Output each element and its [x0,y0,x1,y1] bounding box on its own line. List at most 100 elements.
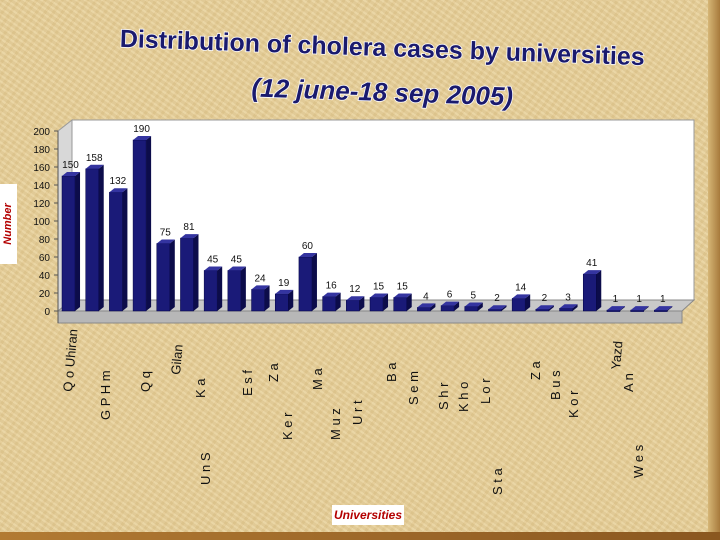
bar-top [370,293,389,298]
y-tick-label: 200 [33,127,50,138]
x-tick-label: G P H m [98,370,113,420]
bar-side [311,253,317,311]
bar-side [643,306,649,311]
data-label: 132 [110,176,127,187]
bar-top [488,305,507,310]
bar-top [298,253,317,257]
bar [85,168,99,312]
data-label: 45 [207,255,219,266]
x-tick-label: Z a [266,362,281,382]
bar-side [619,306,625,311]
data-label: 4 [423,291,429,302]
bar [203,270,218,312]
plot-back-wall [71,119,695,301]
bar-side [383,293,389,311]
y-tick-label: 160 [33,163,50,174]
data-label: 2 [542,293,548,304]
data-label: 158 [86,153,103,164]
data-label: 12 [349,284,361,295]
x-tick-label: S e m [406,371,421,405]
y-axis-label: Number [0,184,17,264]
bar [654,309,668,312]
bar [132,139,147,312]
bar [346,299,360,312]
data-label: 45 [231,255,243,266]
slide-edge-right [708,0,720,540]
x-tick-label: B a [384,362,399,382]
bar-side [98,164,104,311]
x-tick-label: U r t [350,400,365,425]
data-label: 1 [636,294,642,305]
bar-top [654,306,673,311]
bar-top [535,305,554,310]
slide-edge-bottom [0,532,720,540]
bar [251,289,265,312]
bar [417,307,431,312]
data-label: 5 [471,291,477,302]
bar [227,270,242,312]
bar-side [525,294,531,311]
bar [369,297,384,312]
y-tick-label: 80 [39,235,51,246]
data-label: 15 [397,282,409,293]
x-tick-label: K o r [566,390,581,418]
bar [298,256,313,312]
bar-side [122,188,128,311]
y-tick-label: 60 [39,253,51,264]
data-label: 15 [373,282,385,293]
x-tick-label: A n [621,373,636,392]
bar-side [193,234,199,311]
x-tick-label: Yazd [608,340,625,370]
data-label: 60 [302,241,314,252]
x-tick-label: E s f [240,370,255,396]
data-label: 81 [183,222,195,233]
bar-top [109,188,128,193]
x-tick-label: M a [310,368,325,390]
data-label: 2 [494,293,500,304]
bar-side [335,292,341,311]
y-tick-label: 140 [33,181,50,192]
bar [61,175,76,312]
bar-side [501,305,507,311]
bar-top [227,266,246,271]
bar [440,305,455,312]
bar-side [169,239,175,311]
data-label: 3 [565,292,571,303]
y-tick-label: 40 [39,271,51,282]
bar [464,306,479,312]
bar [180,237,194,312]
bar-top [251,285,270,290]
data-label: 14 [515,282,527,293]
bar-top [630,306,649,311]
x-tick-label: K e r [280,412,295,440]
bar-top [393,293,412,298]
data-label: 24 [254,273,266,284]
x-tick-label: S h r [436,382,451,410]
bar-side [454,301,460,311]
x-tick-label: U n S [198,452,213,485]
bar-top [275,289,294,294]
bar-top [204,266,223,271]
bar-side [548,305,554,311]
data-label: 16 [326,281,338,292]
bar-top [156,239,175,244]
bar-top [464,302,483,307]
bar [582,273,597,312]
bar [488,308,502,312]
bar [630,309,644,312]
bar-top [85,164,104,169]
bar-side [477,302,483,311]
data-label: 150 [62,160,79,171]
data-label: 1 [613,294,619,305]
bar-side [359,296,365,311]
bar-side [430,303,436,311]
bar-top [583,270,602,275]
data-label: 1 [660,294,666,305]
x-tick-label: Q o Uhiran [60,328,80,392]
bar-top [441,301,460,306]
x-tick-label: S t a [490,467,505,495]
bar-top [322,292,341,297]
bar-top [559,304,578,309]
bar [511,298,526,312]
